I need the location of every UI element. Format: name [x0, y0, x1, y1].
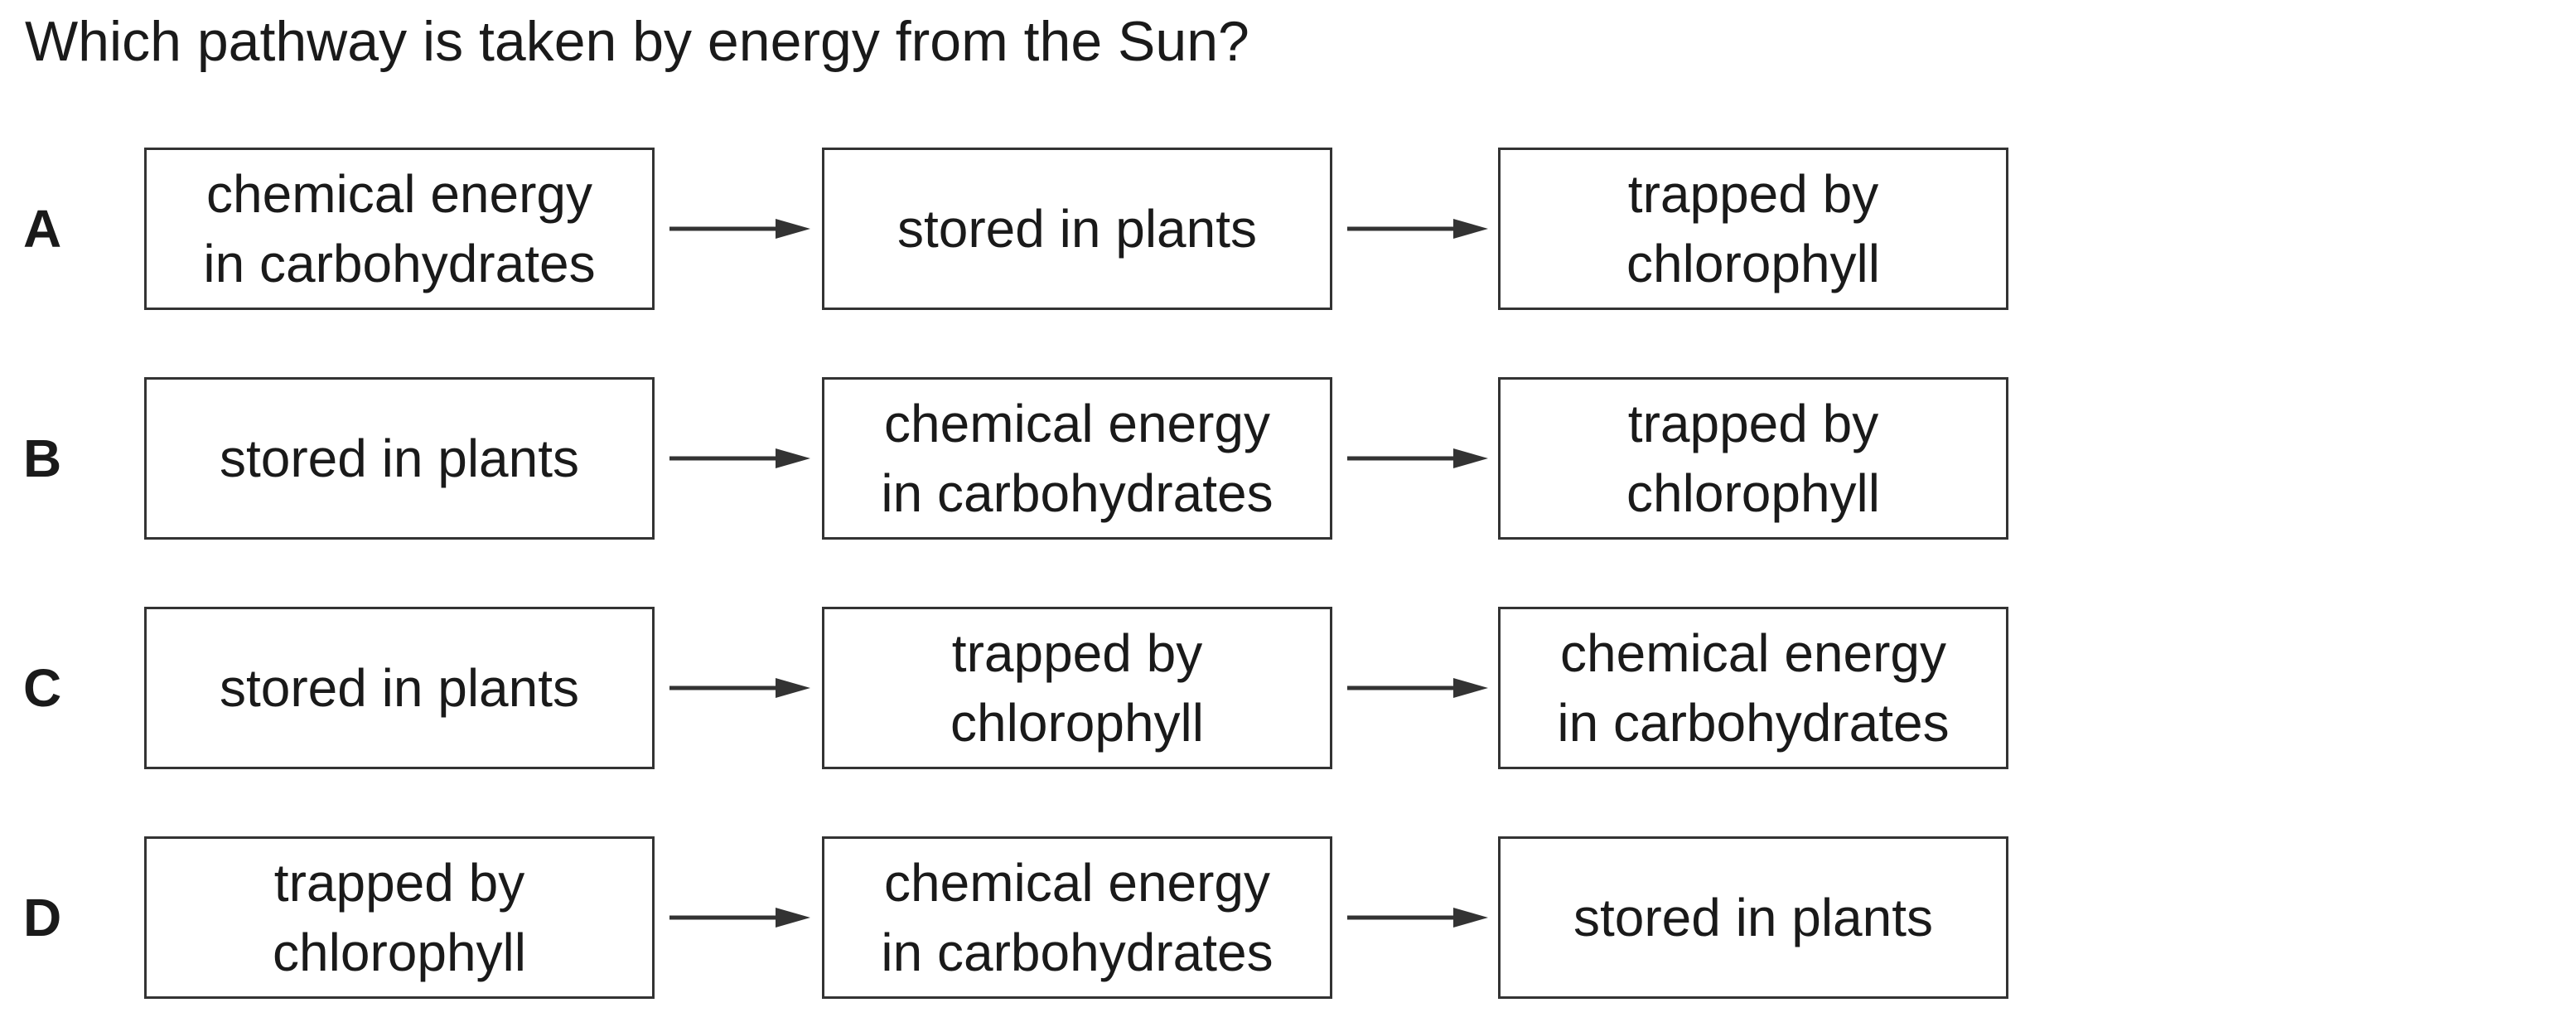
question-text: Which pathway is taken by energy from th…	[25, 10, 1249, 73]
right-arrow-icon	[669, 908, 810, 928]
pathway-step-box: stored in plants	[144, 607, 655, 769]
right-arrow-icon	[1347, 908, 1488, 928]
pathway-step-box: chemical energy in carbohydrates	[822, 836, 1332, 999]
pathway-step-box: trapped by chlorophyll	[144, 836, 655, 999]
right-arrow-icon	[669, 678, 810, 698]
pathway-step-box: stored in plants	[1498, 836, 2008, 999]
right-arrow-icon	[1347, 219, 1488, 239]
pathway-step-box: trapped by chlorophyll	[1498, 377, 2008, 540]
option-label: A	[23, 199, 62, 259]
option-row-b[interactable]: B stored in plants chemical energy in ca…	[0, 377, 2022, 540]
pathway-step-box: chemical energy in carbohydrates	[822, 377, 1332, 540]
option-label: B	[23, 429, 62, 488]
option-row-d[interactable]: D trapped by chlorophyll chemical energy…	[0, 836, 2022, 999]
pathway-step-box: trapped by chlorophyll	[1498, 148, 2008, 310]
pathway-step-box: stored in plants	[144, 377, 655, 540]
pathway-step-box: stored in plants	[822, 148, 1332, 310]
pathway-step-box: chemical energy in carbohydrates	[1498, 607, 2008, 769]
right-arrow-icon	[1347, 448, 1488, 468]
option-row-c[interactable]: C stored in plants trapped by chlorophyl…	[0, 607, 2022, 769]
right-arrow-icon	[669, 448, 810, 468]
pathway-step-box: chemical energy in carbohydrates	[144, 148, 655, 310]
option-label: C	[23, 658, 62, 718]
right-arrow-icon	[669, 219, 810, 239]
option-row-a[interactable]: A chemical energy in carbohydrates store…	[0, 148, 2022, 310]
option-label: D	[23, 888, 62, 947]
right-arrow-icon	[1347, 678, 1488, 698]
pathway-step-box: trapped by chlorophyll	[822, 607, 1332, 769]
